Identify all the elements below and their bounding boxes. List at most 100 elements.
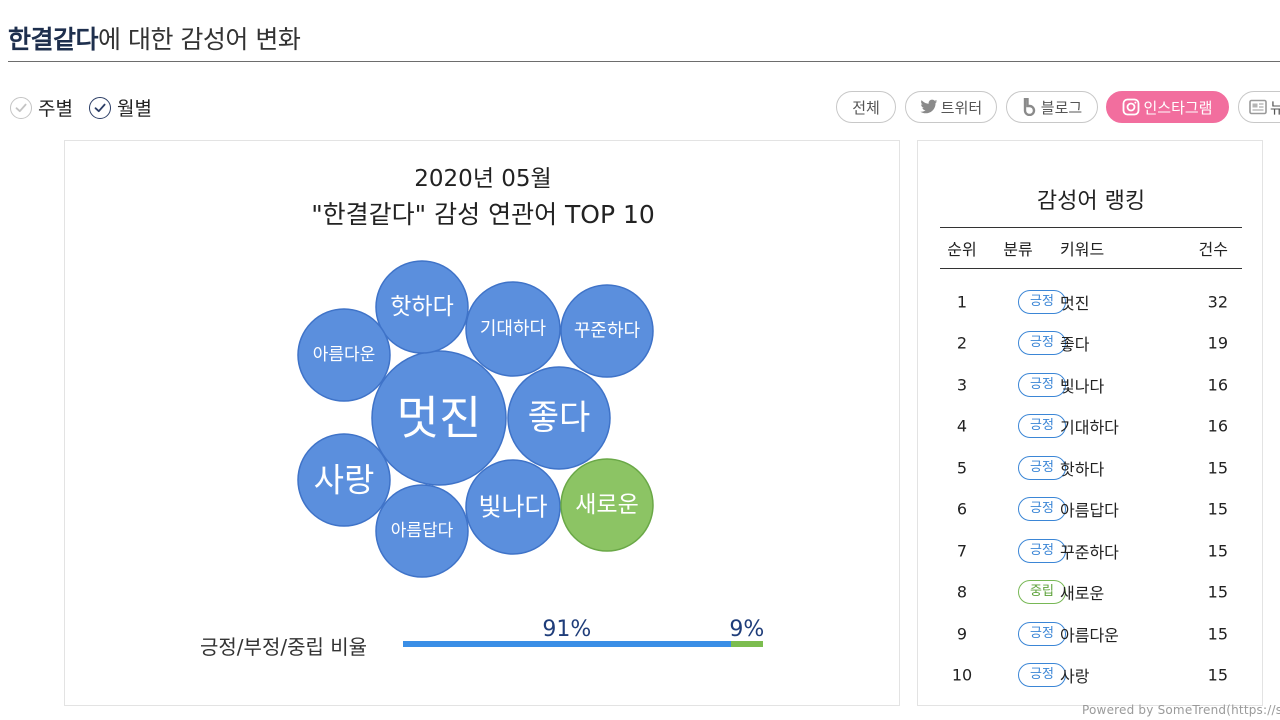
bubble-label: 좋다 — [528, 398, 591, 438]
monthly-label: 월별 — [117, 98, 152, 120]
title-divider — [8, 61, 1280, 62]
bubble-좋다[interactable] — [507, 366, 611, 470]
row-count: 32 — [1207, 292, 1228, 312]
category-badge: 긍정 — [1018, 538, 1066, 563]
row-count: 19 — [1207, 333, 1228, 353]
page-title-keyword: 한결같다 — [8, 25, 99, 54]
ratio-positive-value: 91% — [542, 617, 592, 642]
blog-icon — [1022, 98, 1038, 116]
row-keyword: 멋진 — [1060, 293, 1090, 313]
row-count: 15 — [1207, 582, 1228, 602]
ratio-positive-segment — [403, 641, 731, 647]
row-keyword: 새로운 — [1060, 584, 1105, 604]
bubble-label: 빛나다 — [478, 493, 547, 522]
row-rank: 3 — [956, 375, 968, 395]
row-count: 16 — [1207, 375, 1228, 395]
twitter-icon — [920, 99, 938, 115]
ratio-neutral-segment — [730, 641, 763, 647]
bubble-아름다운[interactable] — [297, 308, 391, 402]
row-count: 15 — [1207, 624, 1228, 644]
category-badge: 긍정 — [1018, 331, 1066, 356]
bubble-새로운[interactable] — [560, 458, 654, 552]
table-row: 3 긍정 빛나다 16 — [940, 364, 1242, 406]
row-keyword: 아름답다 — [1060, 501, 1119, 521]
bubble-기대하다[interactable] — [465, 281, 561, 377]
row-rank: 8 — [956, 582, 968, 602]
bubble-핫하다[interactable] — [375, 260, 469, 354]
category-badge: 긍정 — [1018, 455, 1066, 480]
table-row: 1 긍정 멋진 32 — [940, 281, 1242, 323]
category-badge: 긍정 — [1018, 414, 1066, 439]
category-badge: 긍정 — [1018, 372, 1066, 397]
ratio-label: 긍정/부정/중립 비율 — [200, 635, 368, 659]
bubble-멋진[interactable] — [371, 350, 507, 486]
table-row: 10 긍정 사랑 15 — [940, 655, 1242, 697]
table-row: 6 긍정 아름답다 15 — [940, 489, 1242, 531]
row-count: 15 — [1207, 499, 1228, 519]
table-row: 9 긍정 아름다운 15 — [940, 613, 1242, 655]
bubble-label: 핫하다 — [390, 294, 453, 320]
check-circle-icon — [10, 96, 32, 119]
bubble-꾸준하다[interactable] — [560, 284, 654, 378]
row-count: 15 — [1207, 665, 1228, 685]
bubble-label: 꾸준하다 — [574, 321, 641, 342]
ratio-bar — [403, 641, 763, 647]
row-keyword: 좋다 — [1060, 335, 1090, 355]
table-row: 8 중립 새로운 15 — [940, 572, 1242, 614]
bubble-label: 기대하다 — [480, 319, 547, 340]
table-row: 2 긍정 좋다 19 — [940, 323, 1242, 365]
bubble-사랑[interactable] — [297, 433, 391, 527]
header-rank: 순위 — [947, 240, 977, 259]
table-row: 5 긍정 핫하다 15 — [940, 447, 1242, 489]
check-circle-icon — [89, 96, 111, 119]
chart-title: "한결같다" 감성 연관어 TOP 10 — [311, 200, 655, 229]
tab-blog[interactable]: 블로그 — [1006, 91, 1098, 123]
row-rank: 1 — [956, 292, 968, 312]
tab-blog-label: 블로그 — [1040, 98, 1083, 117]
bubble-label: 멋진 — [397, 391, 482, 445]
row-keyword: 빛나다 — [1060, 376, 1105, 396]
footer-credit: Powered by SomeTrend(https://sc — [1082, 703, 1280, 717]
tab-news-label: 뉴 — [1270, 98, 1280, 117]
row-rank: 10 — [951, 665, 973, 685]
header-keyword: 키워드 — [1060, 240, 1105, 259]
row-keyword: 아름다운 — [1060, 625, 1119, 645]
category-badge: 긍정 — [1018, 497, 1066, 522]
row-rank: 5 — [956, 458, 968, 478]
header-category: 분류 — [1003, 240, 1033, 259]
category-badge: 긍정 — [1018, 289, 1066, 314]
page-title-suffix: 에 대한 감성어 변화 — [98, 25, 301, 54]
bubble-label: 아름답다 — [391, 521, 454, 541]
row-rank: 2 — [956, 333, 968, 353]
row-rank: 9 — [956, 624, 968, 644]
tab-all[interactable]: 전체 — [836, 91, 896, 123]
bubble-아름답다[interactable] — [375, 484, 469, 578]
tab-instagram[interactable]: 인스타그램 — [1106, 91, 1229, 123]
ranking-table: 순위 분류 키워드 건수 1 긍정 멋진 32 2 긍정 좋다 19 3 긍정 빛나다 16 4 긍정 기대… — [940, 227, 1242, 696]
instagram-icon — [1122, 98, 1140, 116]
ranking-header-row: 순위 분류 키워드 건수 — [940, 227, 1242, 269]
table-row: 7 긍정 꾸준하다 15 — [940, 530, 1242, 572]
ranking-title: 감성어 랭킹 — [1036, 189, 1146, 214]
tab-twitter[interactable]: 트위터 — [905, 91, 997, 123]
row-keyword: 핫하다 — [1060, 459, 1105, 479]
tab-twitter-label: 트위터 — [940, 98, 983, 117]
row-rank: 6 — [956, 499, 968, 519]
monthly-toggle[interactable]: 월별 — [89, 94, 152, 121]
tab-news[interactable]: 뉴 — [1238, 91, 1280, 123]
weekly-toggle[interactable]: 주별 — [10, 94, 73, 121]
category-badge: 중립 — [1018, 580, 1066, 605]
chart-period: 2020년 05월 — [414, 166, 552, 192]
news-icon — [1249, 99, 1267, 115]
bubble-label: 사랑 — [314, 461, 375, 500]
tab-instagram-label: 인스타그램 — [1143, 98, 1213, 117]
header-count: 건수 — [1198, 240, 1228, 259]
bubble-빛나다[interactable] — [465, 459, 561, 555]
tab-all-label: 전체 — [852, 98, 880, 117]
row-keyword: 기대하다 — [1060, 418, 1119, 438]
row-keyword: 사랑 — [1060, 667, 1090, 687]
bubble-label: 새로운 — [575, 492, 638, 518]
weekly-label: 주별 — [38, 98, 73, 120]
